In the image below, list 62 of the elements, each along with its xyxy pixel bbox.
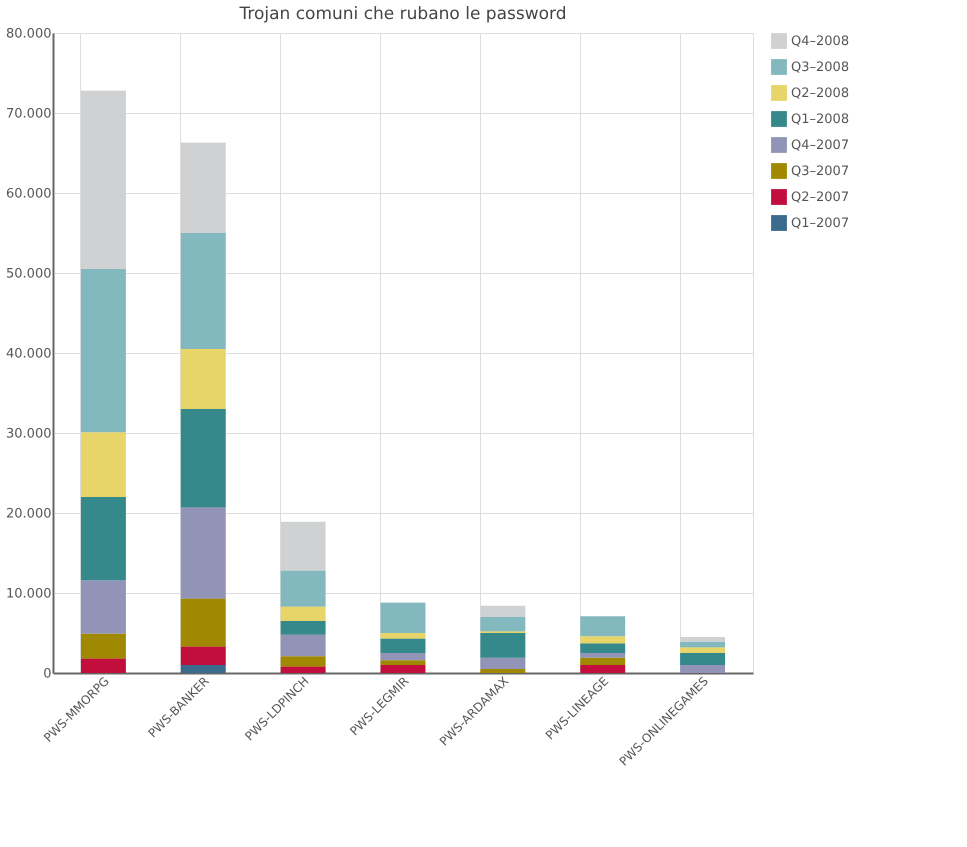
legend-label: Q1–2008: [791, 112, 850, 127]
bar: [480, 633, 526, 658]
y-tick-label: 40.000: [6, 346, 52, 362]
y-tick-label: 80.000: [6, 26, 52, 42]
legend-label: Q2–2007: [791, 190, 850, 205]
bar: [680, 665, 726, 673]
bar: [380, 660, 426, 665]
bar: [580, 653, 626, 658]
bar: [80, 580, 126, 634]
bar: [280, 666, 326, 673]
bar: [580, 616, 626, 636]
bar: [680, 642, 726, 648]
bar: [680, 637, 726, 642]
bar: [580, 658, 626, 665]
legend-label: Q3–2008: [791, 60, 850, 75]
bar: [180, 598, 226, 647]
bar: [580, 636, 626, 644]
bar: [180, 646, 226, 665]
legend-label: Q4–2008: [791, 34, 850, 49]
bar: [380, 665, 426, 673]
bar: [380, 633, 426, 639]
bar: [280, 522, 326, 571]
bar: [480, 658, 526, 669]
bar: [180, 409, 226, 508]
bar: [680, 653, 726, 665]
bar: [280, 606, 326, 621]
bar: [280, 570, 326, 607]
bar: [80, 497, 126, 580]
legend-label: Q3–2007: [791, 164, 850, 179]
bar: [80, 90, 126, 269]
y-tick-label: 0: [43, 666, 52, 682]
bar: [80, 269, 126, 432]
bar: [180, 665, 226, 673]
bar: [480, 606, 526, 617]
bar: [80, 634, 126, 659]
bar: [280, 621, 326, 635]
bar: [580, 665, 626, 673]
y-tick-label: 10.000: [6, 586, 52, 602]
bar: [480, 617, 526, 632]
y-tick-label: 30.000: [6, 426, 52, 442]
bar: [380, 602, 426, 633]
bar: [180, 349, 226, 409]
bar: [180, 233, 226, 349]
y-tick-label: 60.000: [6, 186, 52, 202]
y-tick-label: 20.000: [6, 506, 52, 522]
bar: [380, 653, 426, 660]
bar: [580, 643, 626, 653]
y-tick-label: 50.000: [6, 266, 52, 282]
y-tick-label: 70.000: [6, 106, 52, 122]
legend-label: Q2–2008: [791, 86, 850, 101]
bar: [280, 634, 326, 656]
legend-label: Q1–2007: [791, 216, 850, 231]
bar: [680, 647, 726, 653]
bar: [80, 432, 126, 497]
bar: [280, 656, 326, 667]
legend-label: Q4–2007: [791, 138, 850, 153]
chart-title: Trojan comuni che rubano le password: [238, 4, 567, 24]
bar: [80, 658, 126, 673]
bar: [180, 507, 226, 599]
bar: [380, 638, 426, 653]
bar: [480, 669, 526, 673]
bar: [180, 142, 226, 233]
